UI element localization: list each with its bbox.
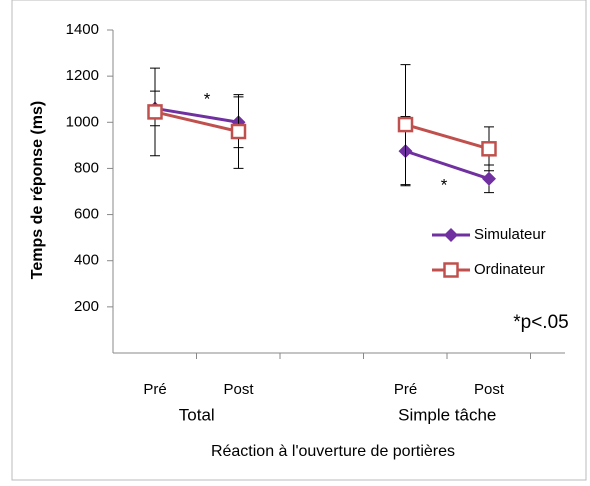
annotation: * bbox=[441, 175, 448, 194]
legend-label: Ordinateur bbox=[474, 261, 545, 278]
series-line bbox=[154, 110, 490, 151]
point bbox=[482, 171, 496, 186]
y-axis-label: Temps de réponse (ms) bbox=[29, 101, 46, 279]
point bbox=[230, 123, 247, 140]
x-tick-label: Pré bbox=[143, 381, 166, 398]
x-tick-label: Post bbox=[223, 381, 254, 398]
point bbox=[397, 116, 414, 133]
x-tick-label: Pré bbox=[394, 381, 417, 398]
annotation: * bbox=[204, 89, 211, 108]
annotation: *p<.05 bbox=[513, 312, 568, 333]
y-tick-label: 1000 bbox=[66, 113, 99, 130]
point bbox=[481, 141, 497, 157]
point bbox=[443, 262, 459, 278]
group-label: Total bbox=[179, 405, 215, 424]
point bbox=[147, 104, 163, 120]
y-tick-label: 800 bbox=[74, 159, 99, 176]
y-tick-label: 200 bbox=[74, 298, 99, 315]
x-axis-label: Réaction à l'ouverture de portières bbox=[211, 443, 455, 460]
point bbox=[444, 228, 458, 242]
group-label: Simple tâche bbox=[398, 405, 496, 424]
x-tick-label: Post bbox=[474, 381, 505, 398]
frame bbox=[11, 0, 587, 481]
y-tick-label: 1400 bbox=[66, 21, 99, 38]
series-line bbox=[154, 106, 490, 181]
legend-label: Simulateur bbox=[474, 226, 546, 243]
y-tick-label: 1200 bbox=[66, 67, 99, 84]
y-tick-label: 400 bbox=[74, 252, 99, 269]
y-tick-label: 600 bbox=[74, 206, 99, 223]
